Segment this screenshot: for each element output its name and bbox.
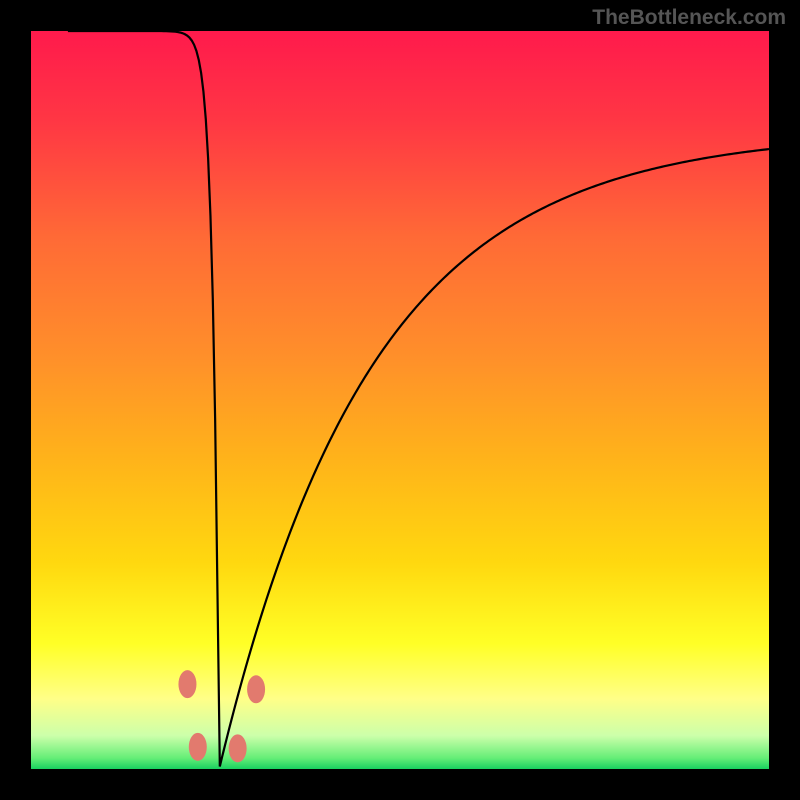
- curve-marker: [229, 734, 247, 762]
- curve-marker: [178, 670, 196, 698]
- chart-container: TheBottleneck.com: [0, 0, 800, 800]
- watermark-text: TheBottleneck.com: [592, 6, 786, 30]
- curve-path: [68, 31, 769, 766]
- curve-marker: [247, 675, 265, 703]
- plot-area: [31, 31, 769, 769]
- curve-marker: [189, 733, 207, 761]
- bottleneck-curve: [31, 31, 769, 769]
